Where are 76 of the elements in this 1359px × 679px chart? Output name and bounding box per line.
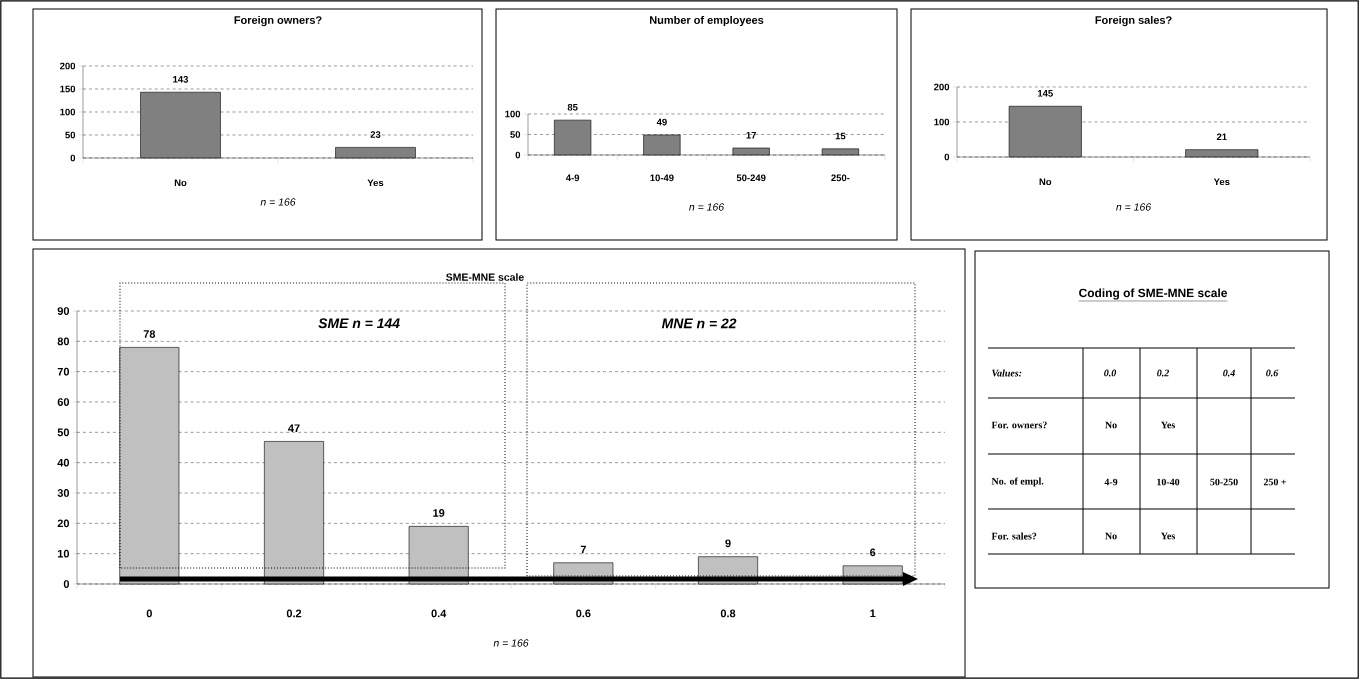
y-tick-label: 100 <box>505 110 521 118</box>
x-tick-label: 10-49 <box>650 174 674 182</box>
x-axis-title: n = 166 <box>689 203 725 211</box>
x-tick-label: 1 <box>870 609 876 618</box>
y-tick-label: 70 <box>57 367 70 376</box>
x-tick-label: 0.6 <box>576 609 591 618</box>
y-tick-label: 80 <box>57 337 70 346</box>
y-tick-label: 30 <box>57 489 70 497</box>
category-label: 0.0 <box>1104 369 1117 377</box>
data-label: 85 <box>567 103 578 111</box>
data-label: 145 <box>1037 90 1053 97</box>
category-label: No. of empl. <box>991 477 1044 487</box>
category-label: 0.6 <box>1266 369 1279 377</box>
data-label: 143 <box>173 75 189 83</box>
x-tick-label: No <box>1039 178 1052 186</box>
y-tick-label: 20 <box>57 519 70 528</box>
data-label: 49 <box>656 118 667 126</box>
data-label: 21 <box>1216 133 1227 141</box>
y-tick-label: 200 <box>934 83 950 91</box>
y-tick-label: 0 <box>63 580 70 588</box>
text: Yes <box>1161 421 1175 429</box>
x-tick-label: 250- <box>831 174 850 182</box>
x-tick-label: 4-9 <box>565 174 580 182</box>
x-tick-label: 0.8 <box>720 609 736 618</box>
y-tick-label: 200 <box>60 62 76 70</box>
x-tick-label: 0.2 <box>286 609 302 618</box>
x-tick-label: No <box>174 179 187 187</box>
y-tick-label: 50 <box>65 131 76 139</box>
text: 250 + <box>1263 478 1287 486</box>
y-tick-label: 0 <box>944 153 950 161</box>
data-label: 7 <box>580 545 586 554</box>
data-label: 15 <box>835 132 846 140</box>
data-label: 47 <box>288 424 300 432</box>
annotation: SME n = 144 <box>318 318 400 329</box>
y-tick-label: 0 <box>515 151 521 159</box>
y-tick-label: 100 <box>934 118 950 126</box>
text: Values: <box>992 369 1022 377</box>
y-tick-label: 60 <box>57 398 70 406</box>
data-label: 23 <box>370 131 381 138</box>
x-tick-label: Yes <box>1213 178 1230 186</box>
category-label: For. sales? <box>991 532 1037 540</box>
x-tick-label: 0.4 <box>431 609 447 618</box>
chart-title: SME-MNE scale <box>446 273 524 281</box>
data-label: 9 <box>725 539 731 548</box>
chart-title: Number of employees <box>650 15 764 27</box>
x-tick-label: Yes <box>367 179 384 187</box>
data-label: 78 <box>143 330 156 338</box>
y-tick-label: 40 <box>57 458 70 467</box>
text: 4-9 <box>1104 478 1118 486</box>
text: Yes <box>1161 532 1175 540</box>
chart-title: Foreign sales? <box>1095 15 1172 27</box>
data-label: 19 <box>433 509 445 517</box>
data-label: 17 <box>746 131 756 139</box>
y-tick-label: 150 <box>60 85 76 93</box>
text: 50-250 <box>1210 478 1238 486</box>
x-axis-title: n = 166 <box>493 639 529 647</box>
chart-title: Foreign owners? <box>234 15 322 27</box>
x-axis-title: n = 166 <box>260 198 296 206</box>
text: No <box>1105 421 1117 429</box>
x-tick-label: 0 <box>146 609 152 618</box>
category-label: 0.4 <box>1223 369 1235 377</box>
y-tick-label: 90 <box>57 307 70 315</box>
text: No <box>1105 532 1117 540</box>
text: 10-40 <box>1157 478 1180 486</box>
x-axis-title: n = 166 <box>1116 203 1152 211</box>
annotation: MNE n = 22 <box>661 318 737 329</box>
category-label: 0.2 <box>1157 369 1170 377</box>
y-tick-label: 0 <box>70 154 76 162</box>
y-tick-label: 50 <box>57 428 70 437</box>
x-tick-label: 50-249 <box>736 174 766 182</box>
text: Coding of SME-MNE scale <box>1079 288 1227 300</box>
y-tick-label: 100 <box>60 108 76 116</box>
y-tick-label: 50 <box>510 131 521 138</box>
data-label: 6 <box>870 548 876 557</box>
y-tick-label: 10 <box>57 549 70 558</box>
category-label: For. owners? <box>991 421 1047 429</box>
